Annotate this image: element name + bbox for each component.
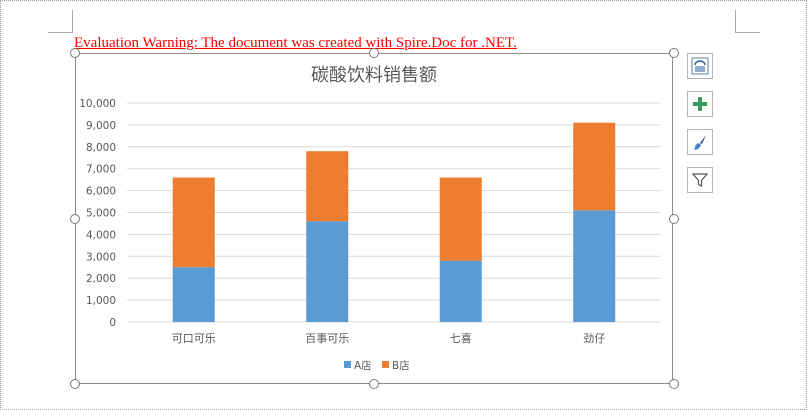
bar-b bbox=[306, 151, 349, 222]
resize-handle-bottom-right[interactable] bbox=[669, 379, 679, 389]
resize-handle-top-middle[interactable] bbox=[369, 48, 379, 58]
legend-swatch bbox=[382, 361, 389, 368]
chart-elements-icon bbox=[693, 97, 707, 111]
y-tick-label: 3,000 bbox=[86, 251, 116, 263]
x-tick-label: 劲仔 bbox=[583, 332, 605, 345]
y-tick-label: 7,000 bbox=[86, 164, 116, 176]
legend-label: A店 bbox=[354, 359, 372, 372]
resize-handle-middle-left[interactable] bbox=[70, 214, 80, 224]
chart-filters-icon bbox=[691, 173, 709, 187]
chart-styles-button[interactable] bbox=[687, 129, 713, 155]
bar-a bbox=[439, 260, 482, 322]
layout-options-button[interactable] bbox=[687, 53, 713, 79]
y-tick-label: 5,000 bbox=[86, 208, 116, 220]
x-tick-label: 百事可乐 bbox=[305, 332, 349, 345]
bar-a bbox=[306, 221, 349, 322]
resize-handle-top-right[interactable] bbox=[669, 48, 679, 58]
crop-mark-top-right bbox=[735, 10, 760, 33]
chart-styles-icon bbox=[694, 135, 706, 150]
bar-a bbox=[172, 267, 215, 322]
evaluation-warning: Evaluation Warning: The document was cre… bbox=[74, 35, 517, 51]
resize-handle-bottom-middle[interactable] bbox=[369, 379, 379, 389]
legend-swatch bbox=[344, 361, 351, 368]
y-tick-label: 2,000 bbox=[86, 273, 116, 285]
resize-handle-bottom-left[interactable] bbox=[70, 379, 80, 389]
resize-handle-middle-right[interactable] bbox=[669, 214, 679, 224]
legend-label: B店 bbox=[392, 359, 410, 372]
y-tick-label: 4,000 bbox=[86, 229, 116, 241]
bar-b bbox=[439, 177, 482, 261]
x-tick-label: 七喜 bbox=[450, 332, 472, 345]
y-tick-label: 10,000 bbox=[79, 98, 116, 110]
layout-options-icon bbox=[691, 57, 709, 75]
chart-filters-button[interactable] bbox=[687, 167, 713, 193]
chart-title: 碳酸饮料销售额 bbox=[311, 65, 437, 86]
y-tick-label: 9,000 bbox=[86, 120, 116, 132]
bar-a bbox=[573, 210, 616, 322]
bar-b bbox=[573, 122, 616, 211]
crop-mark-top-left bbox=[48, 10, 73, 33]
y-tick-label: 6,000 bbox=[86, 186, 116, 198]
x-tick-label: 可口可乐 bbox=[172, 332, 216, 345]
y-tick-label: 1,000 bbox=[86, 295, 116, 307]
y-tick-label: 0 bbox=[109, 317, 116, 329]
bar-b bbox=[172, 177, 215, 268]
resize-handle-top-left[interactable] bbox=[70, 48, 80, 58]
y-tick-label: 8,000 bbox=[86, 142, 116, 154]
chart-elements-button[interactable] bbox=[687, 91, 713, 117]
